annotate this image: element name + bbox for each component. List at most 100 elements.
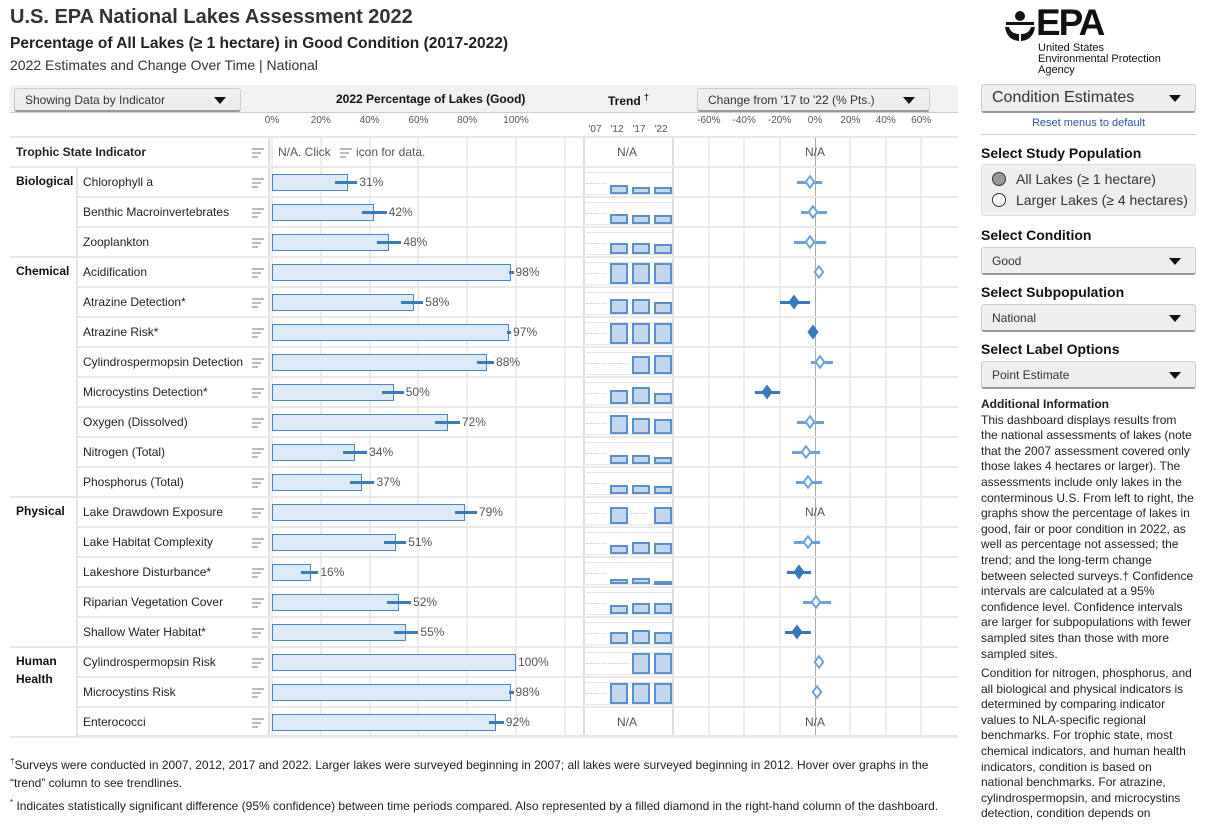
diamond-icon — [810, 594, 822, 610]
bar-chart-icon[interactable] — [252, 178, 264, 188]
value-label: 58% — [425, 295, 450, 309]
indicator-label: Cylindrospermopsin Detection — [83, 355, 244, 369]
group-label: Chemical — [10, 258, 78, 498]
epa-flower-icon — [1005, 11, 1035, 41]
trend-bar — [610, 262, 628, 284]
table-row: Lake Habitat Complexity 51% — [10, 528, 958, 558]
value-label: 97% — [513, 325, 538, 339]
trend-topline — [586, 292, 672, 293]
bar-chart-icon[interactable] — [252, 538, 264, 548]
trend-bar — [632, 322, 650, 344]
bar-chart-icon[interactable] — [252, 208, 264, 218]
bar-chart-icon[interactable] — [252, 388, 264, 398]
bar-chart-icon[interactable] — [252, 598, 264, 608]
trend-baseline — [586, 704, 672, 705]
trend-baseline — [586, 674, 672, 675]
view-dropdown[interactable]: Showing Data by Indicator — [14, 88, 241, 112]
bar-chart-icon[interactable] — [252, 688, 264, 698]
table-row-trophic: Trophic State Indicator N/A. Click icon fo… — [10, 138, 958, 168]
value-bar — [272, 414, 448, 431]
table-row: Benthic Macroinvertebrates 42% — [10, 198, 958, 228]
page-title: U.S. EPA National Lakes Assessment 2022 — [10, 6, 413, 28]
bar-chart-icon[interactable] — [340, 148, 352, 158]
value-label: 88% — [496, 355, 521, 369]
radio-larger-lakes[interactable]: Larger Lakes (≥ 4 hectares) — [992, 192, 1188, 208]
trend-bar — [610, 682, 628, 704]
trend-missing — [586, 423, 606, 424]
trend-bar — [610, 455, 628, 464]
value-bar — [272, 474, 363, 491]
trend-baseline — [586, 584, 672, 585]
trend-topline — [586, 442, 672, 443]
bar-chart-icon[interactable] — [252, 268, 264, 278]
significant-diamond-icon — [791, 624, 803, 640]
subpopulation-dropdown[interactable]: National — [981, 304, 1196, 332]
trend-topline — [586, 232, 672, 233]
value-label: 34% — [369, 445, 394, 459]
logo-mark: EPA — [1036, 2, 1105, 43]
info-paragraph: This dashboard displays results from the… — [981, 412, 1194, 661]
confidence-interval — [350, 481, 375, 484]
significant-diamond-icon — [788, 294, 800, 310]
trend-bar — [654, 632, 672, 644]
bar-chart-icon[interactable] — [252, 238, 264, 248]
bar-chart-icon[interactable] — [252, 478, 264, 488]
confidence-interval — [386, 601, 412, 604]
trend-missing — [586, 543, 606, 544]
page-subtitle: Percentage of All Lakes (≥ 1 hectare) in… — [10, 35, 509, 52]
trend-na: N/A — [616, 715, 638, 729]
trend-topline — [586, 532, 672, 533]
table-row: Nitrogen (Total) 34% — [10, 438, 958, 468]
indicator-label: Shallow Water Habitat* — [83, 625, 206, 639]
diamond-icon — [813, 264, 825, 280]
trend-bar — [654, 393, 672, 404]
change-axis-tick: -60% — [697, 115, 721, 126]
trend-bar — [610, 390, 628, 404]
indicator-label: Chlorophyll a — [83, 175, 154, 189]
bar-axis-tick: 20% — [310, 115, 331, 126]
indicator-label: Nitrogen (Total) — [83, 445, 166, 459]
dagger-mark: † — [10, 757, 15, 766]
bar-chart-icon[interactable] — [252, 628, 264, 638]
trend-bar — [632, 186, 650, 194]
trend-bar — [632, 455, 650, 464]
bar-chart-icon[interactable] — [252, 148, 264, 158]
indicator-label: Atrazine Risk* — [83, 325, 159, 339]
radio-all-lakes[interactable]: All Lakes (≥ 1 hectare) — [992, 171, 1156, 187]
mode-dropdown[interactable]: Condition Estimates — [981, 84, 1196, 113]
bar-chart-icon[interactable] — [252, 418, 264, 428]
trend-year-tick: '12 — [610, 124, 624, 135]
value-label: 50% — [405, 385, 430, 399]
bar-chart-icon[interactable] — [252, 568, 264, 578]
bar-chart-icon[interactable] — [252, 718, 264, 728]
trend-missing — [586, 243, 606, 244]
trend-bar — [610, 544, 628, 554]
change-axis-tick: -40% — [732, 115, 756, 126]
bar-chart-icon[interactable] — [252, 328, 264, 338]
table-row: Microcystins Detection* 50% — [10, 378, 958, 408]
trend-bar — [632, 214, 650, 224]
trend-missing — [586, 393, 606, 394]
value-label: 92% — [505, 715, 530, 729]
bar-chart-icon[interactable] — [252, 298, 264, 308]
row-label: Trophic State Indicator — [16, 145, 147, 159]
bar-chart-icon[interactable] — [252, 658, 264, 668]
bar-chart-icon[interactable] — [252, 448, 264, 458]
trend-missing — [630, 513, 650, 514]
radio-unselected-icon — [992, 193, 1006, 207]
condition-dropdown[interactable]: Good — [981, 247, 1196, 275]
trend-topline — [586, 562, 672, 563]
bar-chart-icon[interactable] — [252, 358, 264, 368]
label-options-dropdown[interactable]: Point Estimate — [981, 361, 1196, 389]
value-label: 48% — [403, 235, 428, 249]
indicator-label: Lake Drawdown Exposure — [83, 505, 224, 519]
table-row: Cylindrospermopsin Detection 88% — [10, 348, 958, 378]
trend-baseline — [586, 614, 672, 615]
trend-topline — [586, 172, 672, 173]
reset-menus-link[interactable]: Reset menus to default — [1031, 117, 1146, 129]
indicator-label: Atrazine Detection* — [83, 295, 186, 309]
trend-baseline — [586, 464, 672, 465]
trend-missing — [586, 453, 606, 454]
change-period-dropdown[interactable]: Change from '17 to '22 (% Pts.) — [697, 88, 930, 112]
bar-chart-icon[interactable] — [252, 508, 264, 518]
